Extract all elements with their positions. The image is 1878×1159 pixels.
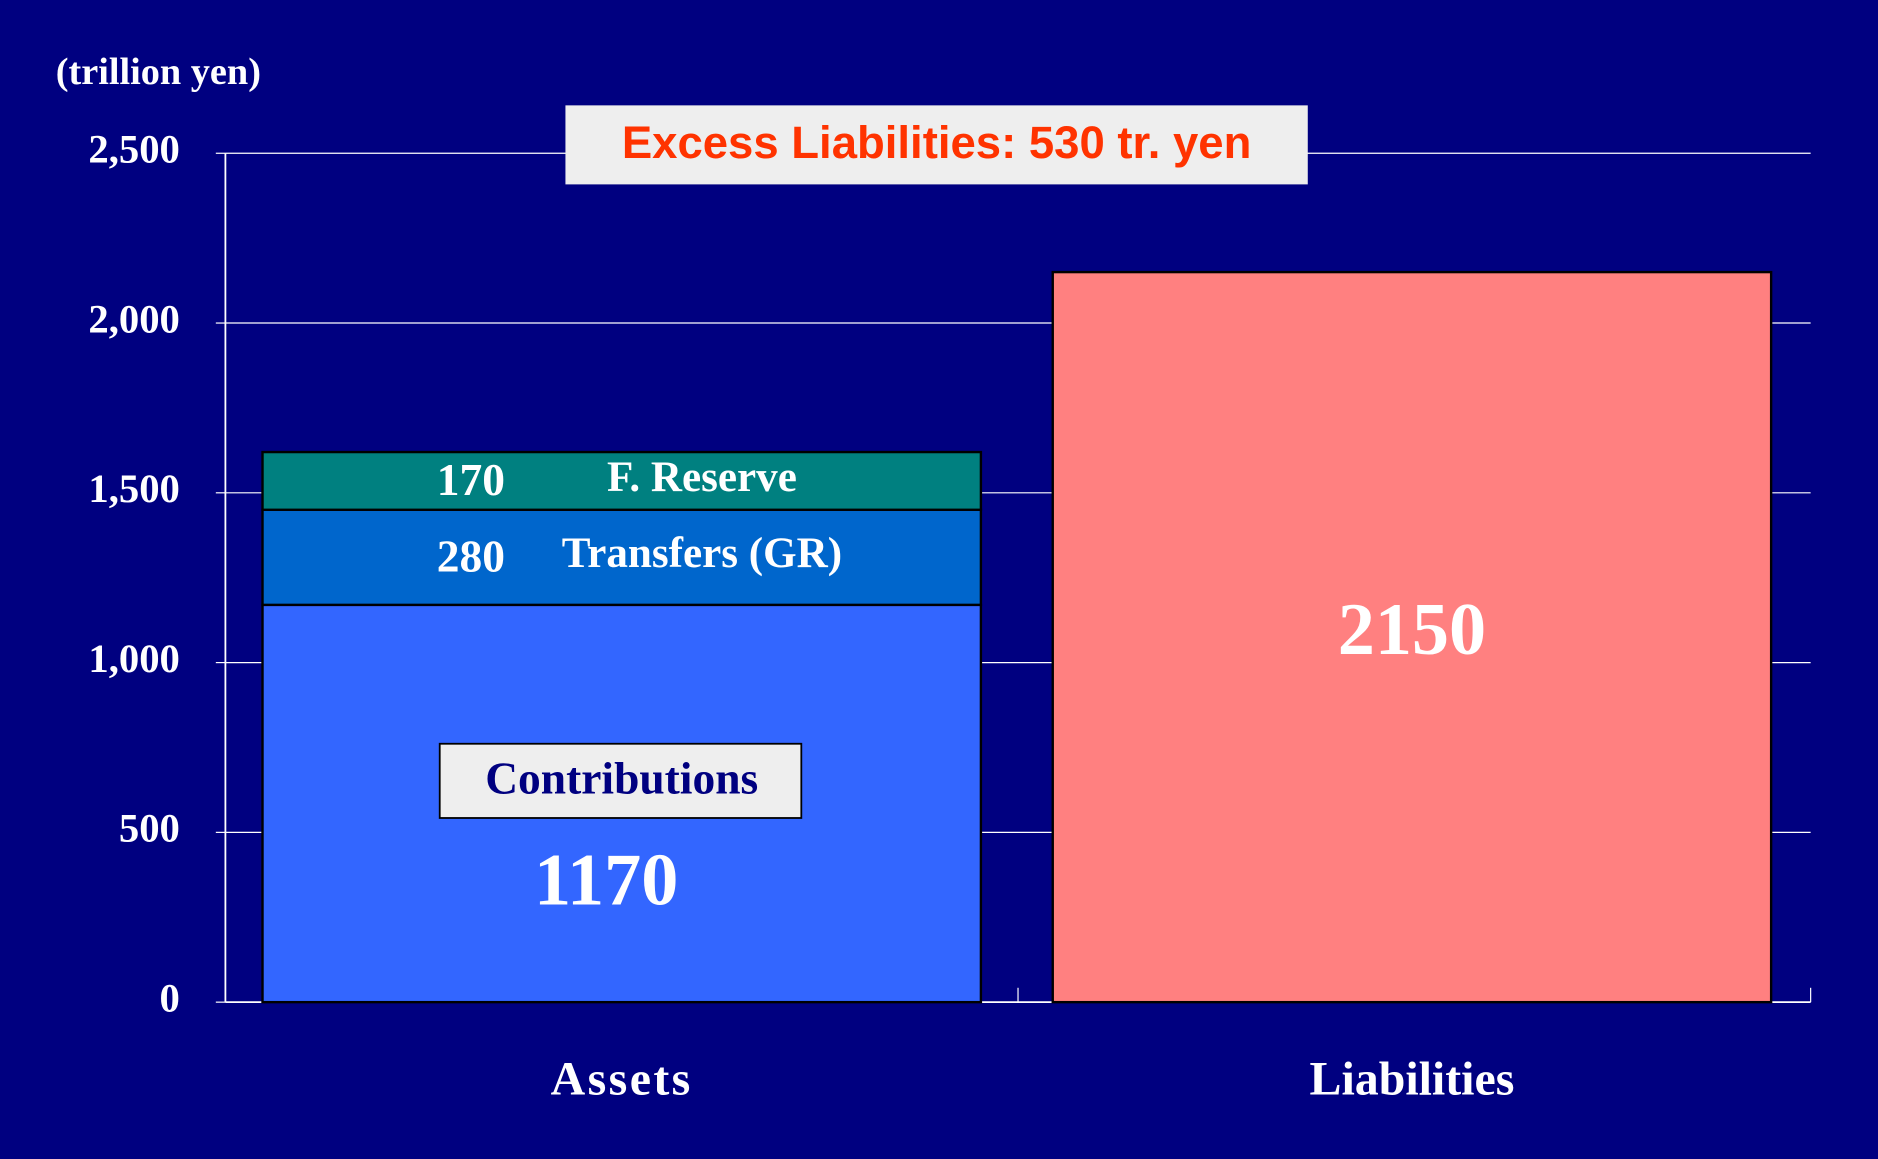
bar-segment — [1051, 270, 1773, 1004]
annotation-box — [565, 105, 1308, 185]
x-tick-label: Assets — [551, 1053, 693, 1106]
data-label: 1170 — [534, 839, 678, 921]
data-label: 280 — [437, 530, 505, 581]
y-tick-label: 2,000 — [88, 296, 180, 341]
y-tick-label: 1,500 — [88, 466, 180, 511]
series-name: Contributions — [485, 753, 758, 804]
y-tick-label: 500 — [119, 806, 180, 851]
data-label: 2150 — [1338, 589, 1486, 671]
data-label: 170 — [437, 454, 505, 505]
x-tick-label: Liabilities — [1310, 1053, 1515, 1106]
series-name-box — [438, 742, 803, 819]
y-tick-label: 1,000 — [88, 636, 180, 681]
bar-segment — [261, 450, 983, 511]
y-tick-label: 2,500 — [88, 127, 180, 172]
annotation: Excess Liabilities: 530 tr. yen — [622, 117, 1252, 168]
y-tick-label: 0 — [160, 975, 180, 1020]
y-axis-label: (trillion yen) — [56, 51, 261, 93]
series-name: Transfers (GR) — [562, 530, 842, 577]
series-name: F. Reserve — [607, 454, 797, 501]
